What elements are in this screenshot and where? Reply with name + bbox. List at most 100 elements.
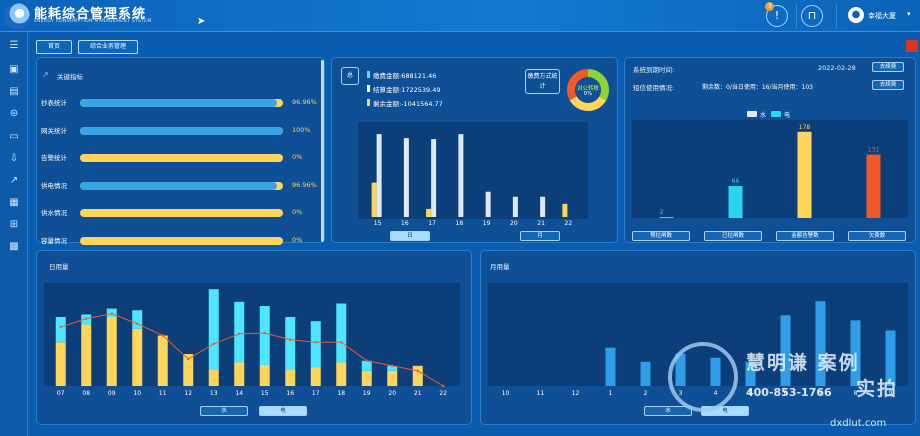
donut-segment-red — [567, 69, 609, 111]
image-icon[interactable]: ▩ — [9, 241, 19, 252]
lock-button[interactable]: ⊓ — [801, 5, 823, 27]
monthly-bar — [640, 361, 651, 386]
monthly-water-button[interactable]: 水 — [644, 406, 692, 416]
monthly-tick: 12 — [572, 390, 580, 397]
daily-trend-point — [161, 334, 164, 337]
user-avatar-icon[interactable]: ● — [848, 7, 864, 23]
daily-tick: 18 — [337, 390, 345, 397]
picture-icon[interactable]: ▣ — [9, 64, 19, 75]
watermark-case-text: 案例 — [817, 352, 860, 374]
tab-business[interactable]: 综合业务管理 — [78, 40, 138, 54]
lock-icon: ⊓ — [807, 9, 817, 22]
system-bar-label: 178 — [799, 124, 811, 131]
legend-water: 水 — [760, 112, 767, 119]
download-icon[interactable]: ⇩ — [9, 153, 19, 164]
daily-bar — [285, 316, 296, 370]
billing-bar — [426, 208, 432, 217]
tab-home[interactable]: 首页 — [36, 40, 72, 54]
scrollbar[interactable] — [321, 60, 324, 242]
chart-bg — [358, 122, 588, 219]
indicator-value: 96.96% — [292, 98, 317, 106]
donut-label: 对公转账 — [576, 86, 599, 92]
indicator-value: 100% — [292, 125, 311, 134]
watermark-brand: 慧明谦 案例 — [746, 348, 860, 375]
monthly-tick: 11 — [537, 390, 545, 397]
folder-icon[interactable]: ▤ — [9, 86, 19, 97]
daily-bar — [183, 354, 194, 386]
indicator-value: 96.96% — [292, 180, 317, 189]
chevron-down-icon[interactable]: ▾ — [907, 10, 911, 18]
monitor-icon[interactable]: ▭ — [9, 131, 19, 142]
billing-bar — [376, 134, 382, 217]
daily-trend-point — [212, 342, 215, 346]
daily-bar — [361, 360, 372, 371]
indicator-track — [80, 99, 283, 107]
day-button[interactable]: 日 — [390, 231, 430, 241]
indicator-value: 0% — [292, 235, 303, 244]
close-square-button[interactable] — [906, 40, 918, 52]
monthly-tick: 6 — [784, 390, 788, 397]
billing-tick: 19 — [483, 220, 491, 227]
billing-bar — [512, 196, 518, 217]
daily-bar — [285, 369, 296, 386]
daily-bar — [81, 324, 92, 386]
document-icon[interactable]: ▦ — [9, 197, 19, 208]
currency-icon[interactable]: ⊜ — [9, 108, 19, 119]
indicator-fill — [80, 126, 283, 135]
app-subtitle: ENERGY CONSUMPTION MANAGEMENT SYSTEM — [34, 19, 152, 24]
billing-chart: 15 16 17 18 19 20 21 22 — [358, 122, 588, 227]
daily-trend-point — [340, 341, 343, 344]
monthly-title: 月用量 — [490, 263, 510, 271]
daily-tick: 09 — [108, 390, 116, 397]
billing-bar — [458, 134, 464, 217]
daily-tick: 20 — [388, 390, 396, 397]
daily-tick: 10 — [133, 390, 141, 397]
daily-tick: 15 — [261, 390, 269, 397]
system-filter-button[interactable]: 欠费数 — [848, 231, 906, 241]
donut-segment-yellow — [567, 69, 609, 111]
billing-tick: 21 — [537, 220, 545, 227]
notification-button[interactable]: ! — [766, 5, 788, 27]
system-filter-button[interactable]: 已拉闸数 — [704, 231, 762, 241]
total-tag: 总 — [341, 67, 359, 85]
daily-elec-button[interactable]: 电 — [259, 406, 307, 416]
daily-bar — [106, 316, 117, 386]
daily-bar — [259, 306, 270, 365]
renew-button-1[interactable]: 去续费 — [872, 62, 904, 72]
daily-tick: 11 — [159, 390, 167, 397]
menu-icon[interactable]: ☰ — [9, 40, 19, 51]
daily-trend-point — [442, 384, 445, 388]
system-bar — [797, 131, 812, 218]
system-chart: 2 66 178 131 — [632, 120, 908, 218]
expire-label: 系统到期时间: — [633, 66, 675, 74]
daily-trend-point — [238, 332, 241, 336]
daily-bar — [55, 316, 66, 343]
daily-tick: 12 — [184, 390, 192, 397]
billing-swatch — [367, 71, 370, 78]
renew-button-2[interactable]: 去续费 — [872, 80, 904, 90]
system-filter-button[interactable]: 预拉闸数 — [632, 231, 690, 241]
watermark: 慧明谦 案例 实拍 400-853-1766 dxdlut.com — [668, 342, 918, 432]
billing-bar — [403, 138, 409, 217]
user-name[interactable]: 幸福大厦 — [868, 12, 896, 20]
month-button[interactable]: 月 — [520, 231, 560, 241]
monthly-bar — [885, 330, 896, 386]
billing-line: 结算金额:1722539.49 — [373, 86, 441, 94]
payment-method-label: 缴费方式统计 — [527, 73, 558, 90]
daily-water-button[interactable]: 水 — [200, 406, 248, 416]
divider — [796, 4, 797, 28]
watermark-brand-text: 慧明谦 — [746, 352, 810, 374]
line-chart-icon[interactable]: ↗ — [9, 175, 19, 186]
daily-bar — [55, 342, 66, 386]
indicator-label: 容量情况 — [41, 236, 67, 245]
daily-bar — [361, 370, 372, 386]
grid-icon[interactable]: ⊞ — [9, 219, 19, 230]
system-filter-button[interactable]: 金额告警数 — [776, 231, 834, 241]
legend-swatch-water — [747, 111, 757, 117]
payment-method-button[interactable]: 缴费方式统计 — [525, 69, 560, 94]
watermark-logo-icon — [668, 342, 738, 412]
indicator-track — [80, 154, 283, 162]
daily-trend-point — [365, 359, 368, 362]
indicator-label: 供电情况 — [41, 181, 67, 190]
watermark-shoot: 实拍 — [856, 378, 899, 400]
